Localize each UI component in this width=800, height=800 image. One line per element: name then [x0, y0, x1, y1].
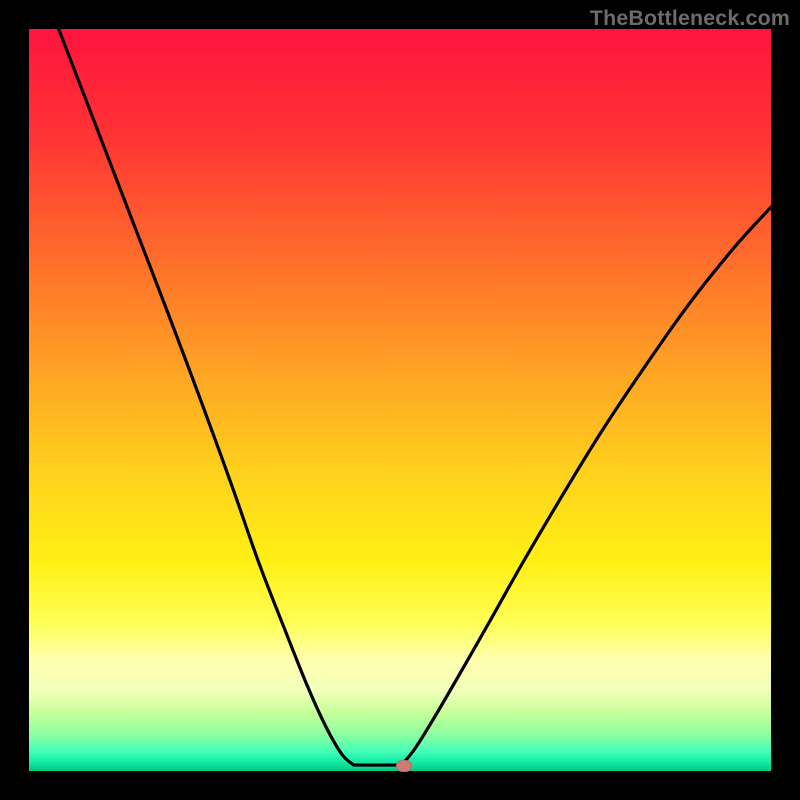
watermark-text: TheBottleneck.com [590, 6, 790, 31]
optimum-marker [396, 760, 412, 772]
chart-stage: TheBottleneck.com [0, 0, 800, 800]
bottleneck-curve [29, 29, 771, 771]
plot-area [29, 29, 771, 771]
